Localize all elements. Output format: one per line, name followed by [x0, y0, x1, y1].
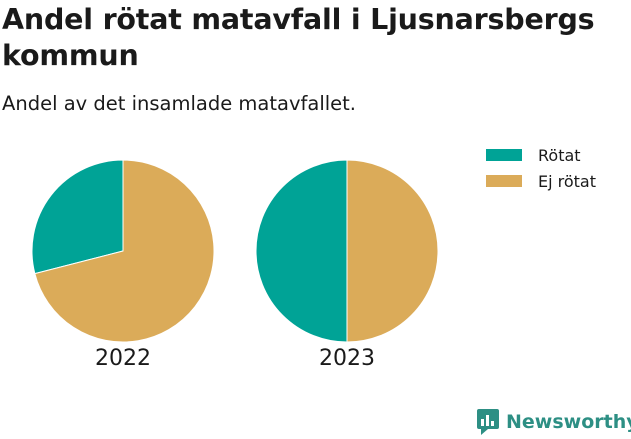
legend-label-ej-rotat: Ej rötat [538, 171, 597, 191]
pie-slice-2023-rotat[interactable] [255, 159, 348, 343]
bar-chart-logo-icon [477, 409, 499, 435]
legend-item-rotat[interactable]: Rötat [486, 142, 596, 168]
chart-subtitle: Andel av det insamlade matavfallet. [2, 92, 356, 115]
legend-swatch-ej-rotat [486, 175, 522, 187]
pie-slice-2022-ej-rotat[interactable] [34, 159, 215, 343]
newsworthy-brand[interactable]: Newsworthy [476, 408, 631, 436]
pie-label-2022: 2022 [95, 346, 151, 371]
legend-swatch-rotat [486, 149, 522, 161]
pie-label-2023: 2023 [319, 346, 375, 371]
chart-title: Andel rötat matavfall i Ljusnarsbergs ko… [2, 3, 595, 72]
legend-label-rotat: Rötat [538, 145, 581, 165]
legend: Rötat Ej rötat [486, 142, 596, 194]
pie-slice-2023-ej-rotat[interactable] [346, 159, 439, 343]
brand-name: Newsworthy [506, 411, 631, 433]
legend-item-ej-rotat[interactable]: Ej rötat [486, 168, 596, 194]
pie-slice-2022-rotat[interactable] [31, 159, 124, 275]
